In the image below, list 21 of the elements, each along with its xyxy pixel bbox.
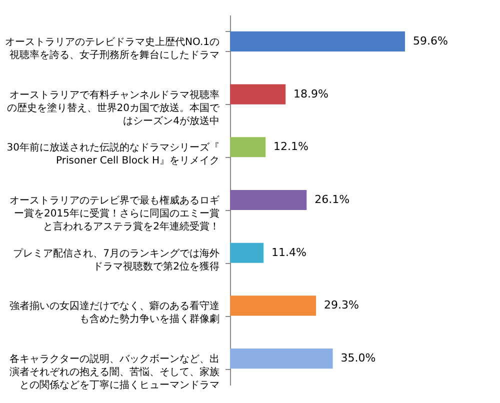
y-tick-label: 30年前に放送された伝説的なドラマシリーズ『Prisoner Cell Block H』をリメイク [6, 142, 220, 167]
bar [230, 296, 316, 316]
data-label: 12.1% [274, 140, 308, 154]
bar [230, 137, 266, 158]
bar [230, 84, 286, 104]
y-tick-label: オーストラリアのテレビドラマ史上歴代NO.1の視聴率を誇る、女子刑務所を舞台にしたドラマ [5, 36, 220, 61]
y-tick-label: プレミア配信され、7月のランキングでは海外ドラマ視聴数で第2位を獲得 [13, 247, 220, 272]
data-label: 35.0% [340, 352, 376, 365]
data-label: 29.3% [324, 298, 359, 312]
y-tick-label: オーストラリアのテレビ界で最も権威あるロギー賞を2015年に受賞！さらに同国のエミー賞と言われるアステラ賞を2年連続受賞！ [10, 194, 220, 232]
bar [230, 242, 264, 263]
y-tick-label: オーストラリアで有料チャンネルドラマ視聴率の歴史を塗り替え、世界20カ国で放送。本国ではシーズン4が放送中 [6, 88, 220, 127]
data-label: 59.6% [413, 34, 448, 48]
bar [230, 348, 333, 369]
bar [230, 190, 307, 210]
data-label: 11.4% [271, 246, 306, 259]
bar [230, 31, 405, 52]
data-label: 26.1% [314, 193, 350, 206]
data-label: 18.9% [293, 87, 328, 100]
y-tick-label: 各キャラクターの説明、バックボーンなど、出演者それぞれの抱える闇、苦悩、そして、家族との関係などを丁寧に描くヒューマンドラマ [10, 353, 220, 392]
y-tick-label: 強者揃いの女囚達だけでなく、癖のある看守達も含めた勢力争いを描く群像劇 [10, 300, 220, 326]
